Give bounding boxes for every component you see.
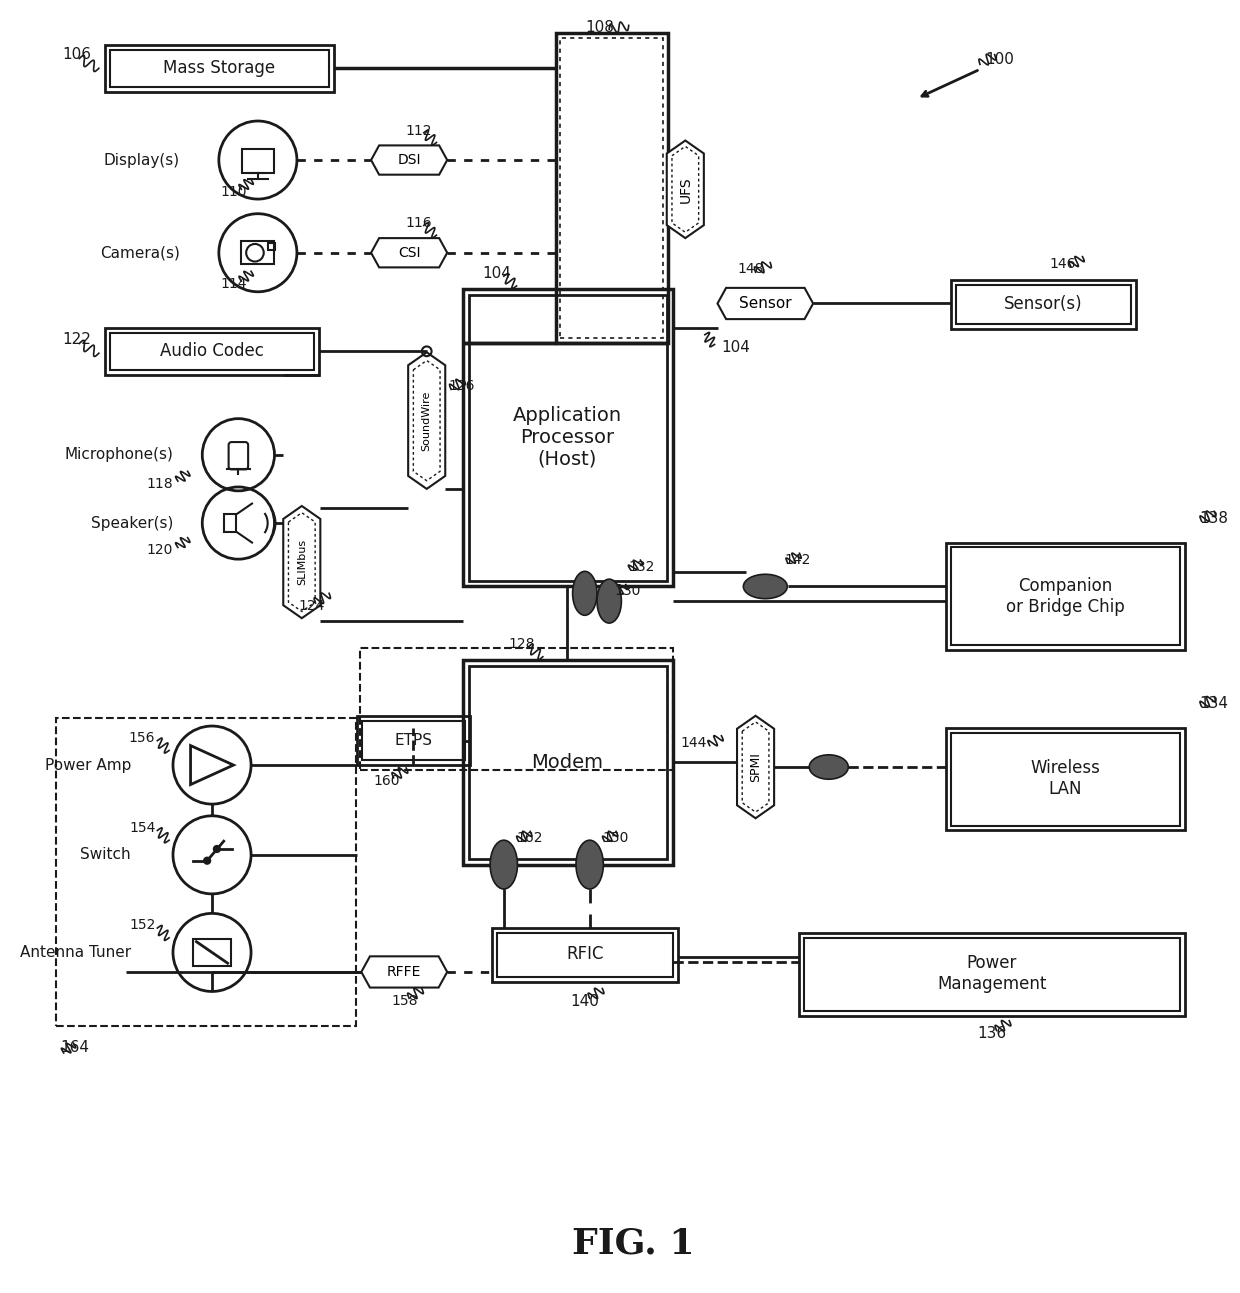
Text: 136: 136 [977,1025,1007,1041]
Bar [956,284,1131,325]
Ellipse shape [596,579,621,623]
Text: 104: 104 [722,340,750,354]
Bar [469,666,667,859]
Text: 122: 122 [63,332,92,347]
Text: 162: 162 [517,831,543,846]
Bar [357,716,470,765]
Text: SoundWire: SoundWire [422,390,432,451]
Text: 148: 148 [738,262,764,277]
Bar [104,328,320,375]
Text: 140: 140 [570,994,599,1009]
Text: Modem: Modem [531,753,603,772]
Text: 114: 114 [221,277,247,291]
Bar [497,934,672,976]
Bar [951,547,1180,645]
Text: FIG. 1: FIG. 1 [573,1226,694,1261]
Bar [946,728,1185,830]
Bar [951,281,1136,328]
Text: 108: 108 [585,19,614,35]
Bar [946,543,1185,650]
Bar [242,240,274,265]
Text: 138: 138 [1199,511,1229,526]
Ellipse shape [490,840,517,890]
Text: 146: 146 [1050,257,1076,272]
Text: 154: 154 [129,821,155,834]
Bar [104,45,334,92]
Bar [800,934,1185,1016]
Bar [242,149,274,173]
Bar [560,37,663,337]
Text: 126: 126 [448,379,475,393]
Bar [109,49,329,87]
Ellipse shape [743,574,787,599]
Text: 134: 134 [1199,696,1229,711]
Bar [268,243,275,250]
Text: 156: 156 [129,731,155,745]
Bar [362,721,465,760]
Text: Camera(s): Camera(s) [100,246,180,260]
Text: 128: 128 [508,637,534,652]
Bar [805,937,1180,1011]
Text: CSI: CSI [398,246,420,260]
Text: 144: 144 [681,736,707,750]
Text: Application
Processor
(Host): Application Processor (Host) [512,406,621,468]
Text: Mass Storage: Mass Storage [162,59,275,78]
Bar [463,288,672,587]
Text: 104: 104 [482,266,511,281]
Text: UFS: UFS [678,176,692,203]
Bar [469,295,667,581]
Text: ETPS: ETPS [394,733,432,749]
Text: RFIC: RFIC [565,945,604,963]
Ellipse shape [810,755,848,780]
Text: 142: 142 [785,553,811,568]
Bar [556,34,668,343]
Bar [463,659,672,865]
Polygon shape [667,141,704,238]
Bar [109,332,315,370]
Bar [193,939,231,966]
Text: RFFE: RFFE [387,965,422,979]
Text: 118: 118 [146,477,174,491]
Text: DSI: DSI [397,153,420,167]
Ellipse shape [577,840,604,890]
Text: Power Amp: Power Amp [45,758,131,772]
Text: Antenna Tuner: Antenna Tuner [20,945,131,959]
Text: 100: 100 [985,52,1014,67]
Bar [951,733,1180,825]
Text: 120: 120 [146,543,174,557]
Text: 130: 130 [614,584,640,599]
Polygon shape [408,352,445,489]
Bar [56,718,356,1025]
Text: 116: 116 [405,216,433,230]
Text: 152: 152 [129,918,155,932]
Text: Speaker(s): Speaker(s) [91,516,174,530]
Bar [492,928,677,981]
Text: Switch: Switch [81,847,131,862]
Bar [361,648,672,769]
Polygon shape [737,716,774,818]
Circle shape [213,846,221,852]
Text: 110: 110 [221,185,247,199]
Text: SPMI: SPMI [749,753,763,782]
Text: Companion
or Bridge Chip: Companion or Bridge Chip [1006,577,1125,615]
Text: 158: 158 [391,994,418,1009]
Text: Sensor: Sensor [739,296,791,312]
Text: Display(s): Display(s) [104,153,180,168]
Text: 160: 160 [373,773,401,787]
Text: Power
Management: Power Management [937,954,1047,993]
Text: Audio Codec: Audio Codec [160,343,264,361]
Text: 112: 112 [405,124,433,138]
Text: 132: 132 [629,560,655,574]
Text: Wireless
LAN: Wireless LAN [1030,759,1100,798]
Text: 106: 106 [63,47,92,62]
Text: SLIMbus: SLIMbus [296,539,306,586]
Polygon shape [283,506,320,618]
Text: 164: 164 [61,1040,89,1055]
Text: 124: 124 [299,599,325,613]
Ellipse shape [573,572,596,615]
Text: Microphone(s): Microphone(s) [64,447,174,462]
Text: 150: 150 [603,831,629,846]
Circle shape [203,857,211,864]
Text: Sensor(s): Sensor(s) [1004,296,1083,313]
